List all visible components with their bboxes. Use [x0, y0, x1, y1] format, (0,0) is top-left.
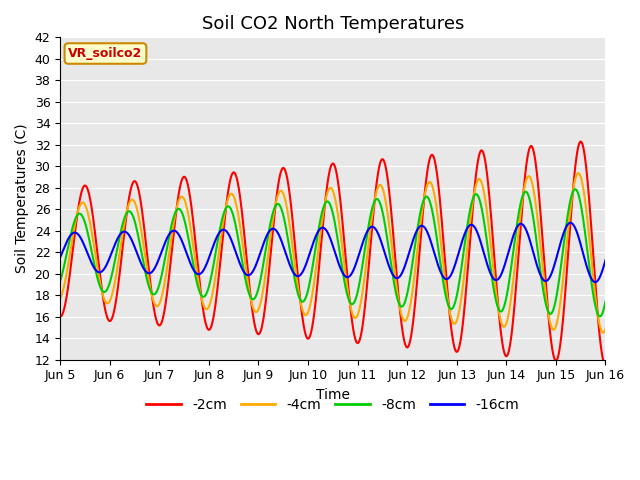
- -16cm: [566, 220, 574, 226]
- Title: Soil CO2 North Temperatures: Soil CO2 North Temperatures: [202, 15, 464, 33]
- -8cm: [591, 301, 599, 307]
- Line: -16cm: -16cm: [60, 223, 605, 282]
- -8cm: [572, 186, 579, 192]
- -16cm: [591, 279, 599, 285]
- -16cm: [591, 279, 599, 285]
- -4cm: [56, 296, 64, 301]
- -8cm: [289, 266, 297, 272]
- -8cm: [596, 313, 604, 319]
- -4cm: [602, 326, 609, 332]
- -4cm: [599, 330, 607, 336]
- Y-axis label: Soil Temperatures (C): Soil Temperatures (C): [15, 124, 29, 273]
- -8cm: [151, 291, 159, 297]
- -16cm: [532, 259, 540, 265]
- -8cm: [532, 234, 540, 240]
- -2cm: [266, 266, 273, 272]
- -4cm: [575, 170, 582, 176]
- -4cm: [151, 301, 159, 307]
- -2cm: [151, 310, 159, 316]
- -4cm: [532, 203, 540, 209]
- Line: -2cm: -2cm: [60, 142, 605, 365]
- -16cm: [266, 228, 273, 234]
- -4cm: [118, 232, 126, 238]
- -16cm: [151, 265, 159, 271]
- -4cm: [266, 243, 273, 249]
- -2cm: [591, 276, 599, 281]
- -2cm: [56, 314, 64, 320]
- -8cm: [266, 227, 273, 232]
- -2cm: [118, 247, 126, 253]
- -8cm: [118, 222, 126, 228]
- -16cm: [56, 254, 64, 260]
- -2cm: [532, 163, 540, 168]
- Legend: -2cm, -4cm, -8cm, -16cm: -2cm, -4cm, -8cm, -16cm: [141, 392, 525, 417]
- -2cm: [289, 220, 297, 226]
- -4cm: [289, 247, 297, 252]
- -2cm: [577, 139, 584, 144]
- -8cm: [56, 278, 64, 284]
- -16cm: [289, 269, 297, 275]
- -16cm: [118, 229, 126, 235]
- Line: -4cm: -4cm: [60, 173, 605, 333]
- Line: -8cm: -8cm: [60, 189, 605, 316]
- -2cm: [602, 362, 609, 368]
- -4cm: [591, 290, 599, 296]
- Text: VR_soilco2: VR_soilco2: [68, 47, 143, 60]
- -8cm: [602, 299, 609, 304]
- X-axis label: Time: Time: [316, 388, 350, 402]
- -16cm: [602, 257, 609, 263]
